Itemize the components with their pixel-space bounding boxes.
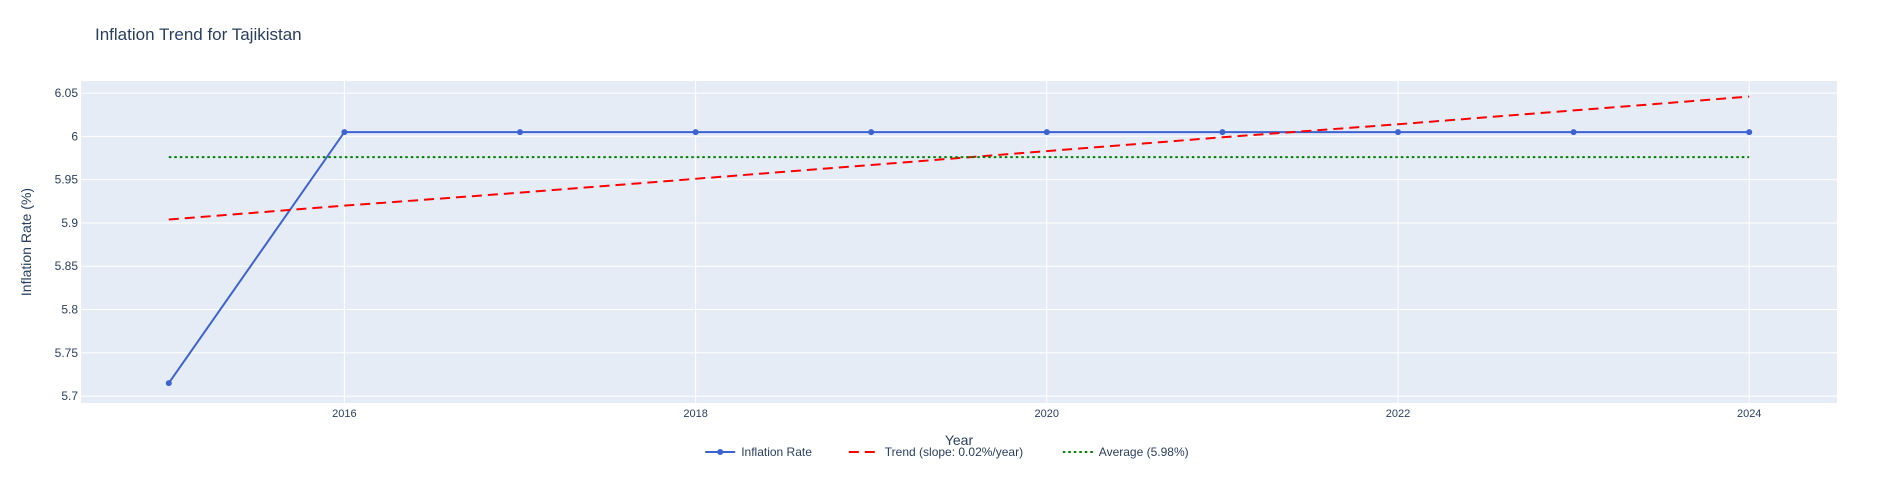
y-tick-label: 6.05 — [55, 86, 79, 100]
y-tick-label: 5.95 — [55, 173, 79, 187]
data-point — [1043, 129, 1050, 136]
data-point — [1219, 129, 1226, 136]
y-tick-label: 5.9 — [61, 216, 78, 230]
legend-item: Average (5.98%) — [1062, 445, 1189, 459]
x-axis-title: Year — [945, 432, 974, 448]
legend-item: Inflation Rate — [705, 445, 812, 459]
legend-marker — [717, 449, 724, 455]
data-point — [868, 129, 875, 136]
legend: Inflation Rate Trend (slope: 0.02%/year) A… — [705, 445, 1189, 459]
y-tick-label: 6 — [71, 129, 78, 143]
data-point — [341, 129, 348, 136]
legend-label: Average (5.98%) — [1099, 445, 1189, 459]
chart-title: Inflation Trend for Tajikistan — [95, 25, 302, 44]
legend-label: Inflation Rate — [741, 445, 812, 459]
data-point — [165, 380, 172, 387]
data-point — [517, 129, 523, 136]
x-axis-ticks: 2016 2018 2020 2022 2024 — [332, 408, 1761, 420]
x-tick-label: 2016 — [332, 408, 356, 420]
legend-label: Trend (slope: 0.02%/year) — [885, 445, 1023, 459]
y-tick-label: 5.75 — [55, 346, 79, 360]
y-axis-title: Inflation Rate (%) — [18, 188, 34, 296]
x-tick-label: 2018 — [683, 408, 707, 420]
series-line-0 — [167, 131, 1750, 384]
y-axis-ticks: 5.7 5.75 5.8 5.85 5.9 5.95 6 6.05 — [55, 86, 79, 403]
x-tick-label: 2022 — [1386, 408, 1410, 420]
data-point — [692, 129, 699, 136]
y-tick-label: 5.7 — [61, 389, 78, 403]
x-tick-label: 2024 — [1737, 408, 1761, 420]
data-point — [1395, 129, 1401, 136]
legend-item: Trend (slope: 0.02%/year) — [848, 445, 1023, 459]
x-tick-label: 2020 — [1035, 408, 1059, 420]
y-tick-label: 5.85 — [55, 259, 79, 273]
series-line-1 — [168, 95, 1750, 221]
series-layer — [165, 95, 1753, 387]
y-tick-label: 5.8 — [61, 303, 78, 317]
data-point — [1746, 129, 1753, 136]
data-point — [1570, 129, 1577, 136]
plot-area — [81, 81, 1837, 403]
